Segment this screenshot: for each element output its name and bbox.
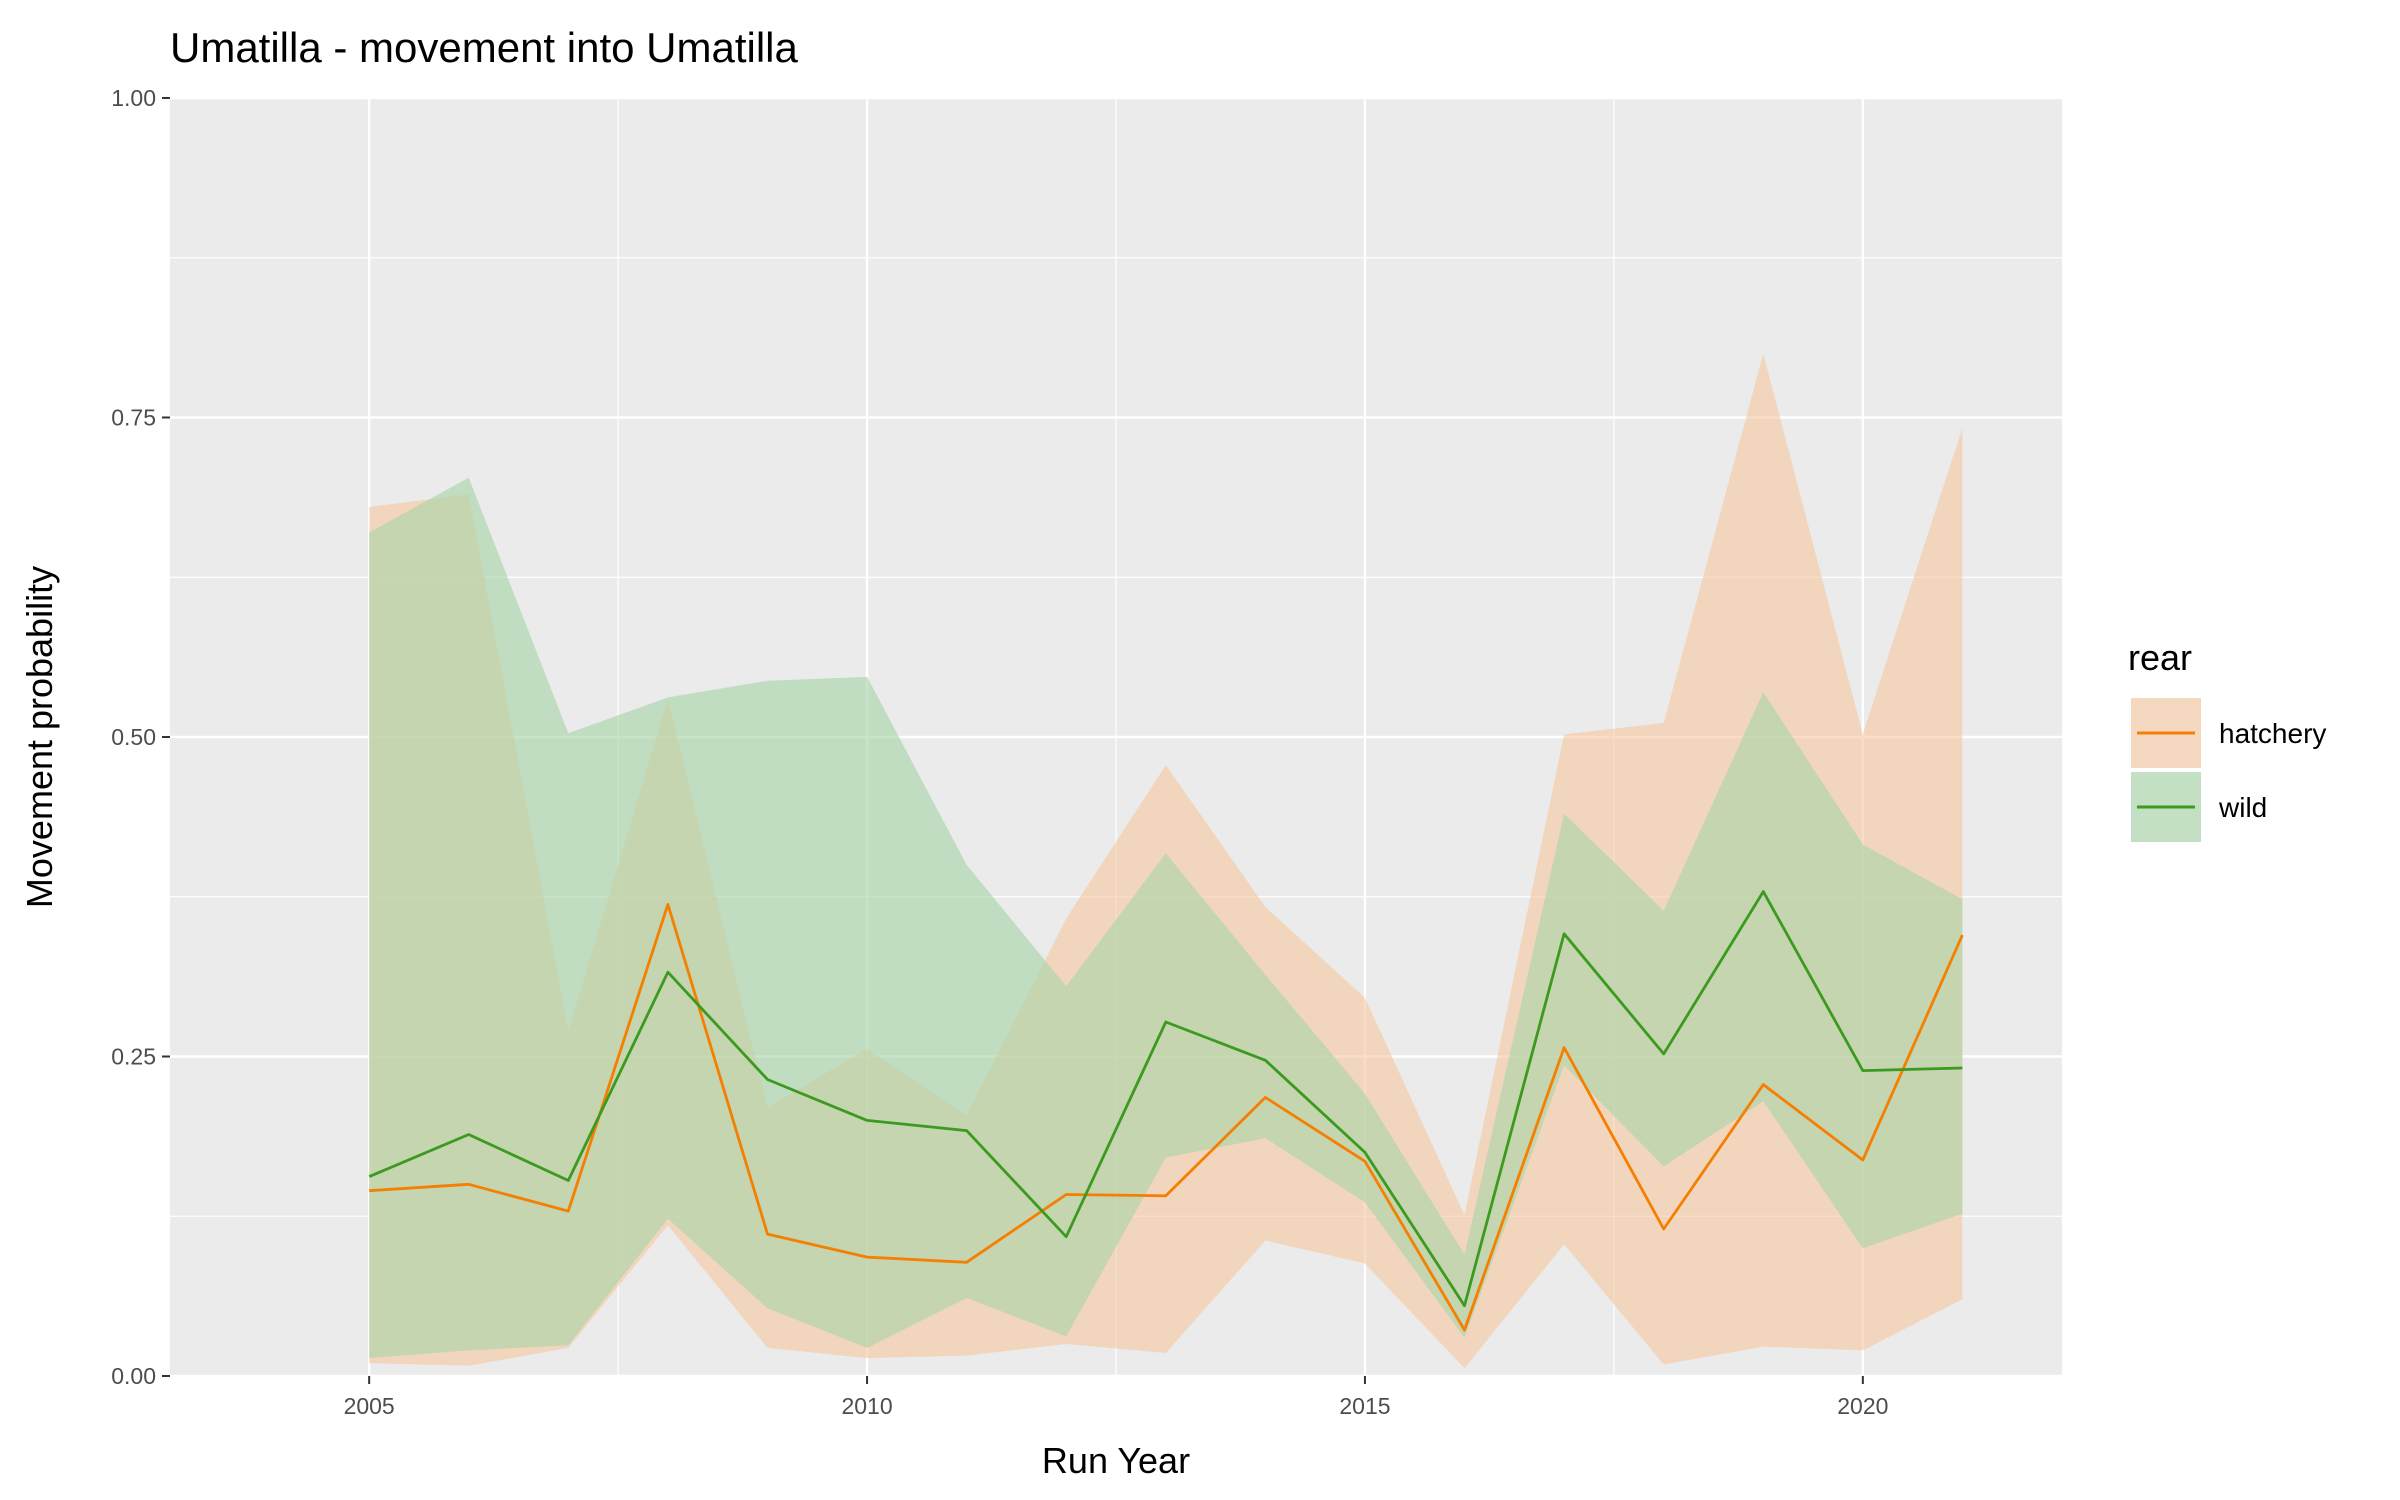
y-tick-label: 0.25 [111,1044,156,1070]
line-wild [368,890,1963,1308]
y-tick-label: 0.75 [111,405,156,431]
x-axis-label: Run Year [1042,1440,1190,1481]
axes: 0.00 0.25 0.50 0.75 1.00 2005 2010 2015 2020 [111,85,1888,1419]
confidence-ribbons [369,353,1963,1369]
y-tick-label: 1.00 [111,85,156,111]
y-tick-label: 0.50 [111,724,156,750]
series-lines [368,890,1964,1332]
legend-label-hatchery: hatchery [2219,718,2326,749]
chart-title: Umatilla - movement into Umatilla [170,24,798,71]
legend: rear hatchery wild [2128,637,2326,842]
legend-label-wild: wild [2218,792,2267,823]
legend-title: rear [2128,637,2192,678]
ribbon-wild [369,477,1963,1359]
x-tick-label: 2010 [841,1393,892,1419]
x-tick-label: 2005 [344,1393,395,1419]
y-tick-label: 0.00 [111,1363,156,1389]
x-tick-label: 2020 [1837,1393,1888,1419]
y-axis-label: Movement probability [19,566,60,908]
line-hatchery [369,903,1964,1332]
x-tick-label: 2015 [1339,1393,1390,1419]
